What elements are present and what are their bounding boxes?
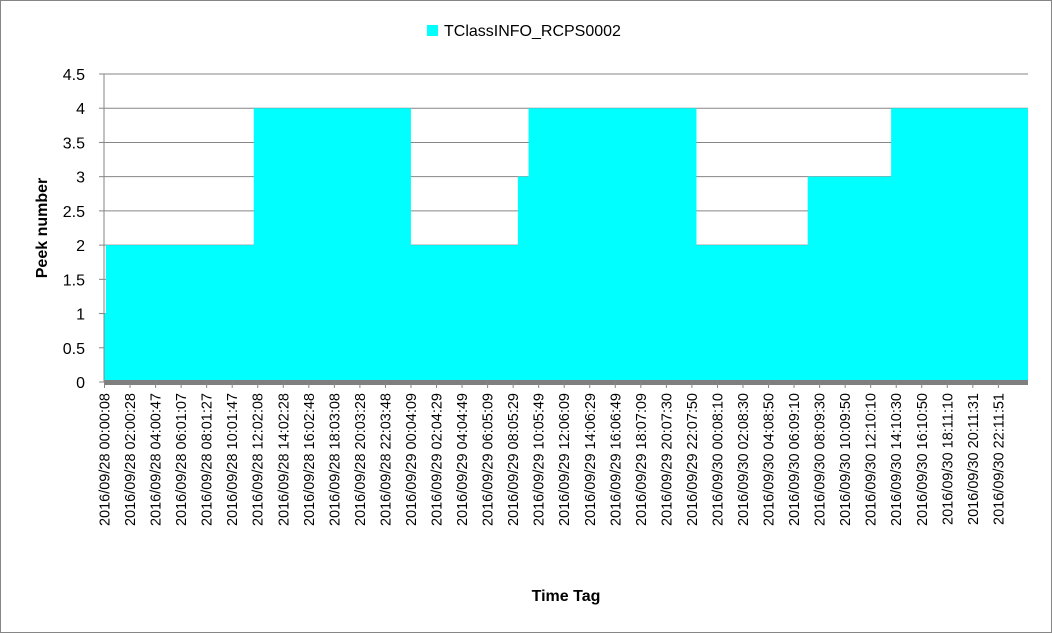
x-tick-label: 2016/09/28 10:01:47 bbox=[225, 393, 241, 526]
y-tick-label: 2.5 bbox=[63, 204, 85, 221]
x-tick-label: 2016/09/30 10:09:50 bbox=[838, 393, 854, 526]
x-tick-label: 2016/09/29 06:05:09 bbox=[481, 393, 497, 526]
x-tick-label: 2016/09/30 12:10:10 bbox=[864, 393, 880, 526]
y-tick-label: 0.5 bbox=[63, 341, 85, 358]
x-tick-label: 2016/09/29 14:06:29 bbox=[583, 393, 599, 526]
x-tick-label: 2016/09/30 14:10:30 bbox=[889, 393, 905, 526]
x-tick-label: 2016/09/29 22:07:50 bbox=[685, 393, 701, 526]
y-tick-label: 3.5 bbox=[63, 135, 85, 152]
x-tick-label: 2016/09/30 20:11:31 bbox=[966, 393, 982, 525]
x-axis-title: Time Tag bbox=[532, 588, 601, 605]
x-tick-label: 2016/09/29 18:07:09 bbox=[634, 393, 650, 526]
x-tick-label: 2016/09/29 20:07:30 bbox=[659, 393, 675, 526]
x-tick-label: 2016/09/28 02:00:28 bbox=[123, 393, 139, 526]
series-area bbox=[103, 74, 1028, 385]
x-tick-label: 2016/09/30 18:11:10 bbox=[940, 393, 956, 525]
x-tick-label: 2016/09/28 08:01:27 bbox=[200, 393, 216, 526]
x-tick-label: 2016/09/28 04:00:47 bbox=[149, 393, 165, 526]
x-tick-label: 2016/09/30 08:09:30 bbox=[813, 393, 829, 526]
x-axis-line bbox=[104, 380, 1028, 385]
x-tick-label: 2016/09/29 00:04:09 bbox=[404, 393, 420, 526]
y-tick-label: 3 bbox=[76, 170, 85, 187]
x-tick-label: 2016/09/29 04:04:49 bbox=[455, 393, 471, 526]
x-tick-label: 2016/09/28 12:02:08 bbox=[251, 393, 267, 526]
x-tick-label: 2016/09/30 22:11:51 bbox=[991, 393, 1007, 525]
x-tick-label: 2016/09/29 08:05:29 bbox=[506, 393, 522, 526]
legend-label: TClassINFO_RCPS0002 bbox=[444, 23, 621, 40]
legend-swatch bbox=[427, 25, 438, 36]
x-tick-label: 2016/09/28 06:01:07 bbox=[174, 393, 190, 526]
y-tick-label: 4.5 bbox=[63, 67, 85, 84]
x-tick-label: 2016/09/28 16:02:48 bbox=[302, 393, 318, 526]
y-tick-label: 0 bbox=[76, 375, 85, 392]
x-tick-label: 2016/09/30 06:09:10 bbox=[787, 393, 803, 526]
x-tick-label: 2016/09/30 04:08:50 bbox=[762, 393, 778, 526]
x-tick-label: 2016/09/30 16:10:50 bbox=[915, 393, 931, 526]
x-tick-label: 2016/09/29 10:05:49 bbox=[532, 393, 548, 526]
x-tick-label: 2016/09/28 14:02:28 bbox=[276, 393, 292, 526]
y-tick-label: 4 bbox=[76, 101, 85, 118]
y-tick-label: 1 bbox=[76, 307, 85, 324]
x-tick-label: 2016/09/30 00:08:10 bbox=[710, 393, 726, 526]
x-tick-label: 2016/09/29 12:06:09 bbox=[557, 393, 573, 526]
legend: TClassINFO_RCPS0002 bbox=[427, 23, 621, 40]
x-axis-ticks: 2016/09/28 00:00:08 2016/09/28 02:00:28 20… bbox=[98, 382, 1007, 526]
x-tick-label: 2016/09/28 00:00:08 bbox=[98, 393, 114, 526]
x-tick-label: 2016/09/28 20:03:28 bbox=[353, 393, 369, 526]
x-tick-label: 2016/09/29 16:06:49 bbox=[608, 393, 624, 526]
x-tick-label: 2016/09/28 22:03:48 bbox=[378, 393, 394, 526]
x-tick-label: 2016/09/30 02:08:30 bbox=[736, 393, 752, 526]
x-tick-label: 2016/09/29 02:04:29 bbox=[430, 393, 446, 526]
y-axis-title: Peek number bbox=[34, 178, 51, 278]
y-tick-label: 1.5 bbox=[63, 272, 85, 289]
y-axis-ticks: 0 0.5 1 1.5 2 2.5 3 3.5 4 4.5 bbox=[63, 67, 104, 392]
y-tick-label: 2 bbox=[76, 238, 85, 255]
series-area-path bbox=[104, 108, 1028, 382]
x-tick-label: 2016/09/28 18:03:08 bbox=[327, 393, 343, 526]
